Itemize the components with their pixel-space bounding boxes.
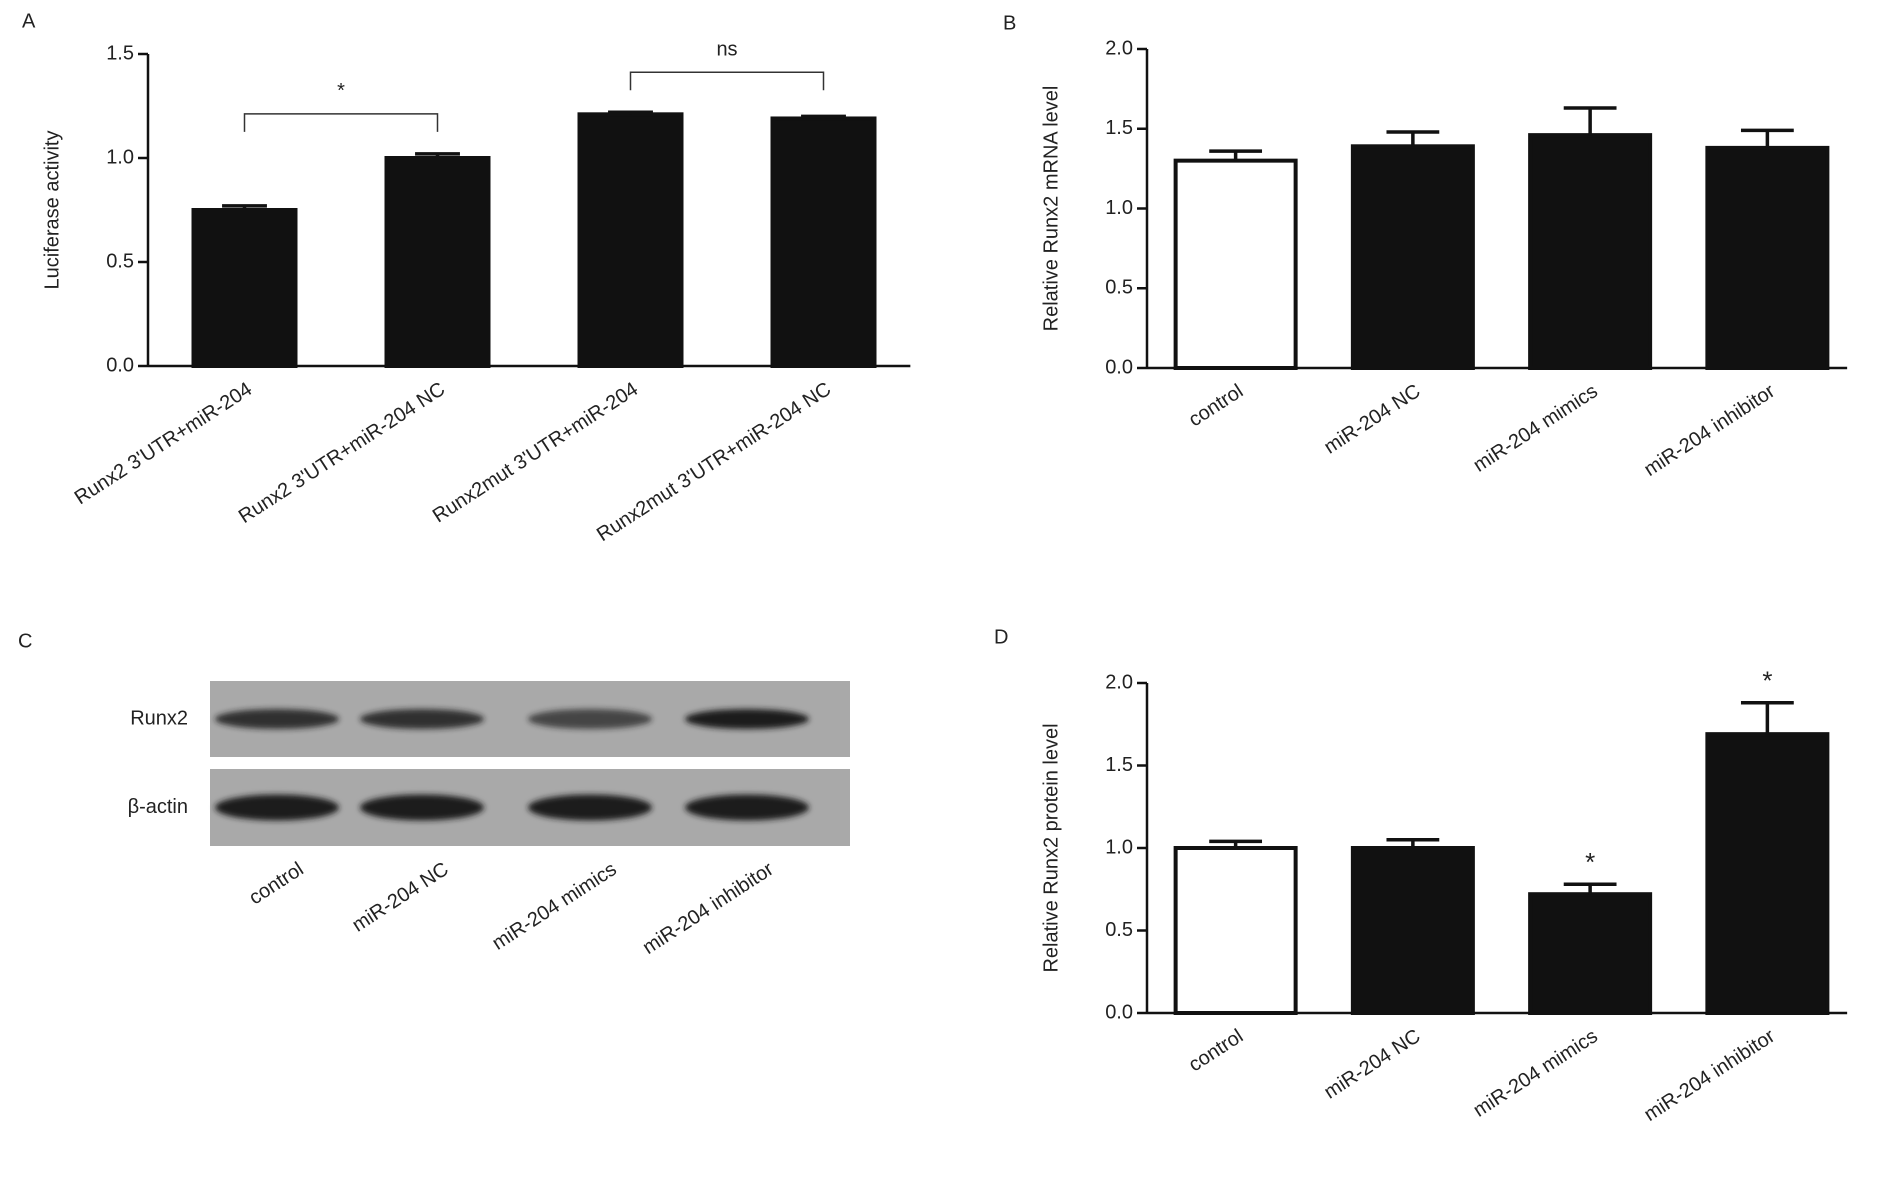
y-tick-label: 1.0 — [1105, 197, 1133, 219]
x-tick-label: miR-204 mimics — [1470, 380, 1602, 477]
blot-band — [528, 794, 652, 821]
y-tick-label: 1.0 — [106, 146, 134, 168]
bar — [1528, 892, 1653, 1016]
blot-band — [360, 794, 484, 821]
bar — [1705, 732, 1830, 1016]
significance-bracket — [629, 71, 825, 91]
significance-label: * — [337, 80, 345, 102]
error-bar — [1209, 149, 1263, 161]
x-tick-label: Runx2 3'UTR+miR-204 — [71, 378, 256, 509]
y-tick-label: 1.5 — [1105, 117, 1133, 139]
x-tick-label: miR-204 inhibitor — [1640, 1025, 1779, 1126]
y-tick-label: 2.0 — [1105, 671, 1133, 693]
bar — [1528, 133, 1653, 370]
y-axis-label: Relative Runx2 mRNA level — [1040, 86, 1062, 332]
x-tick-label: miR-204 NC — [1320, 380, 1424, 458]
bar — [1350, 846, 1475, 1015]
significance-label: * — [1762, 666, 1772, 696]
bar — [770, 116, 877, 369]
error-bar — [1209, 839, 1263, 848]
blot-band — [360, 709, 484, 729]
x-tick-label: Runx2 3'UTR+miR-204 NC — [235, 378, 449, 528]
error-bar — [1563, 106, 1617, 136]
y-tick-label: 1.5 — [106, 42, 134, 64]
panel-letter: D — [994, 626, 1008, 648]
y-tick-label: 0.5 — [1105, 277, 1133, 299]
significance-label: ns — [716, 39, 737, 61]
blot-band — [685, 794, 809, 821]
y-tick-label: 0.0 — [106, 354, 134, 376]
panel-letter: C — [18, 630, 32, 652]
blot-band — [685, 709, 809, 729]
bar — [191, 208, 298, 368]
row-label: β-actin — [128, 796, 188, 818]
x-tick-label: miR-204 mimics — [1470, 1025, 1602, 1122]
y-axis-label: Luciferase activity — [41, 131, 63, 290]
significance-bracket — [243, 113, 439, 132]
panel-letter: A — [22, 10, 36, 32]
y-tick-label: 1.5 — [1105, 754, 1133, 776]
panel-letter: B — [1003, 12, 1016, 34]
x-tick-label: miR-204 inhibitor — [1640, 380, 1779, 481]
y-tick-label: 1.0 — [1105, 836, 1133, 858]
bar — [1705, 145, 1830, 370]
blot-band — [528, 709, 652, 729]
error-bar — [801, 114, 846, 119]
error-bar — [1740, 128, 1794, 148]
bar — [1350, 144, 1475, 370]
lane-label: miR-204 inhibitor — [639, 858, 778, 959]
row-label: Runx2 — [130, 707, 188, 729]
bar — [384, 156, 491, 368]
lane-label: miR-204 NC — [348, 858, 452, 936]
y-tick-label: 2.0 — [1105, 37, 1133, 59]
y-tick-label: 0.5 — [106, 250, 134, 272]
error-bar — [415, 152, 460, 158]
y-axis-label: Relative Runx2 protein level — [1040, 723, 1062, 972]
y-tick-label: 0.5 — [1105, 919, 1133, 941]
bar — [1173, 158, 1298, 370]
error-bar — [1740, 701, 1794, 735]
bar — [577, 112, 684, 368]
x-tick-label: control — [1185, 1025, 1247, 1076]
significance-label: * — [1585, 847, 1595, 877]
x-tick-label: miR-204 NC — [1320, 1025, 1424, 1103]
blot-band — [215, 709, 339, 729]
lane-label: control — [245, 858, 307, 909]
error-bar — [1386, 838, 1440, 848]
error-bar — [222, 204, 267, 210]
y-tick-label: 0.0 — [1105, 1001, 1133, 1023]
error-bar — [1386, 130, 1440, 147]
lane-label: miR-204 mimics — [488, 858, 620, 955]
error-bar — [608, 110, 653, 115]
blot-band — [215, 794, 339, 821]
x-tick-label: control — [1185, 380, 1247, 431]
bar — [1173, 846, 1298, 1015]
y-tick-label: 0.0 — [1105, 356, 1133, 378]
error-bar — [1563, 882, 1617, 895]
x-tick-label: Runx2mut 3'UTR+miR-204 — [429, 378, 642, 527]
